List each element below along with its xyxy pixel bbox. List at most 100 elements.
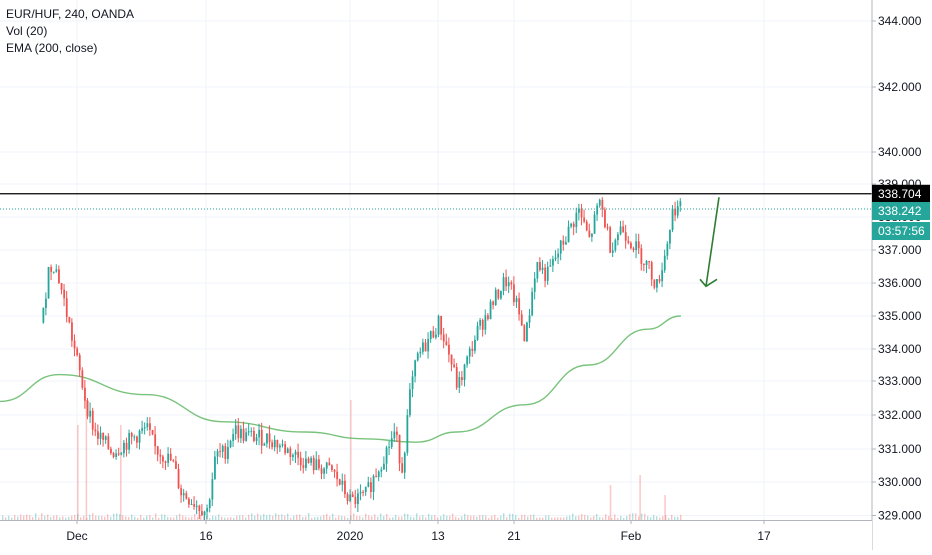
volume-bar: [194, 514, 196, 520]
candle-body: [117, 453, 120, 455]
candle-body: [359, 491, 362, 494]
time-axis[interactable]: Dec 16 2020 13 21 Feb 17: [0, 520, 872, 550]
candle-body: [120, 453, 123, 455]
candle-body: [266, 433, 268, 444]
ema-indicator-label[interactable]: EMA (200, close): [6, 41, 98, 55]
candle-body: [299, 457, 302, 466]
volume-bar: [230, 517, 232, 520]
candle-body: [146, 423, 149, 428]
level-price-label: 338.704: [878, 187, 922, 201]
countdown-label: 03:57:56: [878, 224, 925, 238]
volume-bar: [80, 517, 82, 520]
symbol-title[interactable]: EUR/HUF, 240, OANDA: [6, 7, 135, 21]
price-tick-label: 329.000: [878, 509, 922, 523]
volume-bar: [8, 515, 10, 520]
volume-bar: [677, 516, 679, 520]
candle-body: [627, 240, 630, 243]
price-tick-label: 331.000: [878, 442, 922, 456]
candle-body: [159, 454, 162, 457]
volume-bar: [626, 515, 628, 520]
candle-body: [268, 433, 271, 443]
candle-body: [669, 229, 671, 244]
candle-body: [593, 214, 596, 234]
volume-bar: [89, 514, 91, 520]
candle-body: [354, 497, 357, 505]
candle-body: [216, 451, 219, 457]
candle-body: [63, 289, 66, 299]
volume-bar: [251, 513, 253, 520]
volume-bar: [236, 515, 238, 520]
candle-body: [458, 377, 461, 388]
volume-bar: [353, 513, 355, 520]
candle-body: [505, 277, 508, 287]
candle-body: [279, 445, 281, 448]
volume-bar: [302, 516, 304, 520]
candle-body: [224, 445, 227, 459]
candle-body: [91, 410, 94, 430]
candle-body: [463, 364, 466, 380]
volume-bar: [296, 514, 298, 520]
volume-bar: [458, 517, 460, 520]
volume-bar: [440, 516, 442, 520]
volume-bar: [188, 517, 190, 520]
volume-bar: [605, 514, 607, 520]
candle-body: [375, 475, 378, 477]
volume-bar: [482, 515, 484, 520]
candle-body: [362, 491, 365, 493]
volume-bar: [110, 516, 112, 520]
volume-bar: [281, 514, 283, 520]
volume-bar: [392, 517, 394, 520]
volume-bar: [515, 515, 517, 520]
volume-bar: [203, 515, 205, 520]
candle-body: [99, 432, 102, 439]
volume-bar: [476, 516, 478, 520]
candle-body: [346, 494, 349, 502]
down-arrow-annotation[interactable]: [699, 197, 720, 288]
candle-body: [442, 334, 445, 342]
volume-bar: [611, 517, 613, 520]
candle-body: [130, 433, 133, 437]
volume-bar: [623, 517, 625, 520]
volume-indicator-label[interactable]: Vol (20): [6, 24, 48, 38]
volume-bar: [500, 515, 502, 520]
candle-body: [71, 322, 73, 341]
candle-body: [585, 221, 588, 231]
candle-body: [492, 301, 495, 306]
volume-bar: [149, 515, 151, 520]
candle-body: [68, 316, 71, 323]
candle-body: [565, 242, 567, 245]
candle-body: [557, 253, 560, 258]
candle-body: [245, 432, 248, 441]
candle-body: [648, 260, 651, 263]
volume-bar: [344, 516, 346, 520]
volume-bar: [269, 514, 271, 520]
candle-body: [104, 436, 107, 440]
volume-bar: [530, 515, 532, 520]
candle-body: [380, 469, 383, 472]
volume-bar: [671, 514, 673, 520]
volume-bar: [506, 517, 508, 520]
candle-body: [596, 205, 599, 215]
candle-body: [531, 291, 534, 316]
candle-body: [671, 208, 674, 230]
candle-body: [372, 475, 375, 492]
candle-body: [247, 431, 250, 433]
volume-bar: [170, 517, 172, 520]
candle-body: [203, 511, 206, 516]
candle-body: [536, 261, 539, 279]
candle-body: [653, 279, 656, 288]
volume-bar: [224, 517, 226, 520]
time-tick-label: Feb: [621, 529, 642, 543]
time-tick-label: 2020: [337, 529, 364, 543]
volume-bar: [566, 516, 568, 520]
volume-bar: [335, 517, 337, 520]
volume-bar: [668, 517, 670, 520]
price-axis[interactable]: 329.000 330.000 331.000 332.000 333.000 334.0…: [871, 0, 932, 550]
volume-bar: [26, 514, 28, 520]
candle-body: [448, 344, 450, 355]
volume-bar: [398, 516, 400, 520]
volume-bar: [200, 514, 202, 520]
candle-body: [640, 248, 643, 264]
